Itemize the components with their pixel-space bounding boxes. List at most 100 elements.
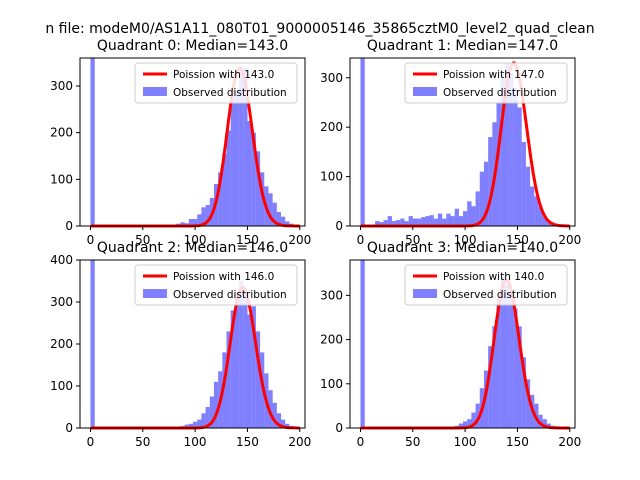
- histogram-bar: [360, 58, 365, 226]
- legend-label: Poission with 147.0: [443, 69, 544, 81]
- histogram-bar: [234, 293, 240, 428]
- histogram-bar: [396, 220, 401, 226]
- x-tick-label: 100: [184, 435, 207, 449]
- histogram-bar: [222, 153, 227, 226]
- histogram-bar: [542, 216, 547, 226]
- histogram-bar: [272, 202, 277, 226]
- x-tick-label: 0: [357, 233, 365, 247]
- histogram-bar: [234, 90, 240, 227]
- histogram-bar: [205, 205, 210, 226]
- histogram-bar: [488, 137, 493, 226]
- quadrant-title: Quadrant 3: Median=140.0: [367, 240, 558, 256]
- quadrant-title: Quadrant 1: Median=147.0: [367, 38, 558, 54]
- histogram-bar: [504, 284, 510, 428]
- histogram-bar: [184, 424, 189, 428]
- histogram-bar: [272, 402, 277, 428]
- x-tick-label: 200: [558, 435, 581, 449]
- histogram-bar: [467, 419, 472, 428]
- y-tick-label: 300: [320, 288, 343, 302]
- histogram-bar: [542, 419, 547, 428]
- x-tick-label: 0: [357, 435, 365, 449]
- quadrant-1-axes: 0 50 100 150 200 0 100 200 300 Quadrant 1: Median…: [320, 38, 581, 247]
- histogram-bar: [525, 379, 531, 428]
- legend: Poission with 147.0 Observed distribution: [404, 62, 568, 104]
- histogram-bar: [260, 352, 265, 428]
- legend-box: [134, 264, 298, 306]
- y-tick-label: 100: [320, 170, 343, 184]
- legend-bar-swatch: [143, 289, 167, 298]
- legend-bar-swatch: [143, 87, 167, 96]
- histogram-bar: [500, 275, 505, 428]
- histogram-bar: [421, 217, 426, 226]
- histogram-bar: [517, 326, 522, 428]
- x-tick-label: 50: [135, 435, 150, 449]
- histogram-bar: [201, 207, 206, 226]
- legend-box: [134, 62, 298, 104]
- histogram-bar: [268, 193, 273, 226]
- histogram-bar: [463, 211, 468, 226]
- histogram-bar: [268, 390, 273, 428]
- histogram-bar: [239, 281, 244, 428]
- histogram-bar: [276, 413, 282, 428]
- histogram-bar: [509, 72, 514, 226]
- histogram-bar: [90, 260, 95, 428]
- histogram-bar: [496, 299, 501, 428]
- histogram-bar: [251, 132, 256, 226]
- x-tick-label: 100: [454, 435, 477, 449]
- x-tick-label: 0: [87, 233, 95, 247]
- quadrant-0-axes: 0 50 100 150 200 0 100 200 300 Quadrant 0: Median…: [50, 38, 311, 247]
- histogram-bar: [230, 310, 235, 428]
- histogram-bar: [180, 222, 185, 226]
- histogram-bar: [525, 166, 531, 226]
- histogram-bar: [538, 206, 543, 226]
- histogram-bar: [429, 215, 434, 226]
- histogram-bar: [496, 102, 501, 226]
- y-tick-label: 200: [50, 126, 73, 140]
- figure-suptitle: n file: modeM0/AS1A11_080T01_9000005146_…: [45, 21, 594, 37]
- histogram-bar: [230, 95, 235, 226]
- axes-frame: [349, 259, 576, 429]
- histogram-bar: [226, 130, 231, 226]
- histogram-bar: [467, 201, 472, 226]
- y-tick-label: 0: [335, 421, 343, 435]
- histogram-bar: [387, 216, 392, 226]
- y-tick-label: 200: [320, 333, 343, 347]
- y-tick-label: 400: [50, 253, 73, 267]
- legend-box: [404, 264, 568, 306]
- histogram-bar: [504, 62, 510, 226]
- legend: Poission with 143.0 Observed distribution: [134, 62, 298, 104]
- histogram-bar: [416, 218, 422, 226]
- histogram-bar: [360, 260, 365, 428]
- x-tick-label: 150: [506, 233, 529, 247]
- histogram-bar: [521, 357, 526, 428]
- x-tick-label: 150: [236, 233, 259, 247]
- histogram-bar: [222, 352, 227, 428]
- x-tick-label: 0: [87, 435, 95, 449]
- histogram-bar: [513, 87, 518, 226]
- histogram-bar: [243, 289, 248, 428]
- axes-frame: [79, 57, 306, 227]
- x-tick-label: 50: [405, 435, 420, 449]
- histogram-bar: [226, 331, 231, 428]
- y-tick-label: 0: [65, 421, 73, 435]
- legend-label: Observed distribution: [443, 87, 557, 99]
- histogram-bar: [475, 191, 480, 226]
- histogram-bar: [530, 186, 535, 226]
- histogram-bar: [285, 221, 290, 226]
- histogram-bar: [521, 142, 526, 226]
- x-tick-label: 200: [288, 233, 311, 247]
- histogram-bar: [458, 423, 464, 428]
- histogram-bar: [437, 213, 443, 226]
- histogram-bar: [408, 216, 413, 226]
- histogram-bar: [193, 421, 198, 428]
- legend-label: Poission with 140.0: [443, 271, 544, 283]
- y-tick-label: 100: [320, 377, 343, 391]
- x-tick-label: 200: [558, 233, 581, 247]
- legend-label: Observed distribution: [443, 289, 557, 301]
- histogram-bar: [483, 161, 489, 226]
- histogram-bar: [209, 396, 215, 428]
- y-tick-label: 200: [320, 120, 343, 134]
- histogram-bar: [546, 221, 552, 226]
- quadrant-2-axes: 0 50 100 150 200 0 100 200 300 400 Quadrant 2: Med…: [50, 240, 311, 449]
